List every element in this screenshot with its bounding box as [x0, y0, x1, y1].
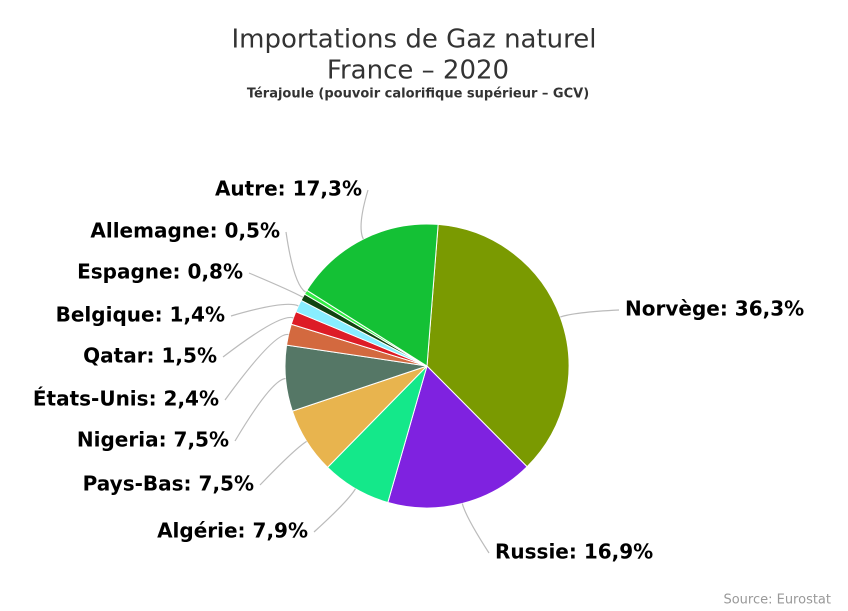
source: Source: Eurostat: [723, 593, 831, 608]
chart-title: France – 2020: [327, 56, 509, 86]
leader-line: [285, 231, 307, 293]
data-label: Espagne: 0,8%: [77, 260, 243, 284]
leader-line: [461, 503, 490, 554]
pie-slice: [306, 223, 439, 367]
leader-line: [224, 333, 289, 401]
leader-line: [259, 440, 307, 486]
data-label: Norvège: 36,3%: [625, 297, 804, 321]
leader-line: [222, 316, 294, 358]
chart-title: Importations de Gaz naturel: [231, 25, 596, 55]
leader-line: [313, 488, 357, 533]
data-label: États-Unis: 2,4%: [33, 387, 219, 411]
data-label: Qatar: 1,5%: [83, 344, 217, 368]
data-label: Nigeria: 7,5%: [77, 428, 229, 452]
leader-line: [360, 189, 369, 240]
data-label: Allemagne: 0,5%: [90, 219, 280, 243]
leader-line: [248, 272, 304, 298]
data-label: Pays-Bas: 7,5%: [83, 472, 254, 496]
pie-slice: [426, 223, 570, 468]
leader-line: [560, 309, 620, 318]
leader-line: [234, 377, 286, 442]
chart-subtitle: Térajoule (pouvoir calorifique supérieur…: [247, 87, 589, 102]
data-label: Belgique: 1,4%: [56, 303, 225, 327]
data-label: Algérie: 7,9%: [157, 519, 308, 543]
data-label: Russie: 16,9%: [495, 540, 653, 564]
leader-line: [230, 303, 299, 317]
data-label: Autre: 17,3%: [215, 177, 362, 201]
